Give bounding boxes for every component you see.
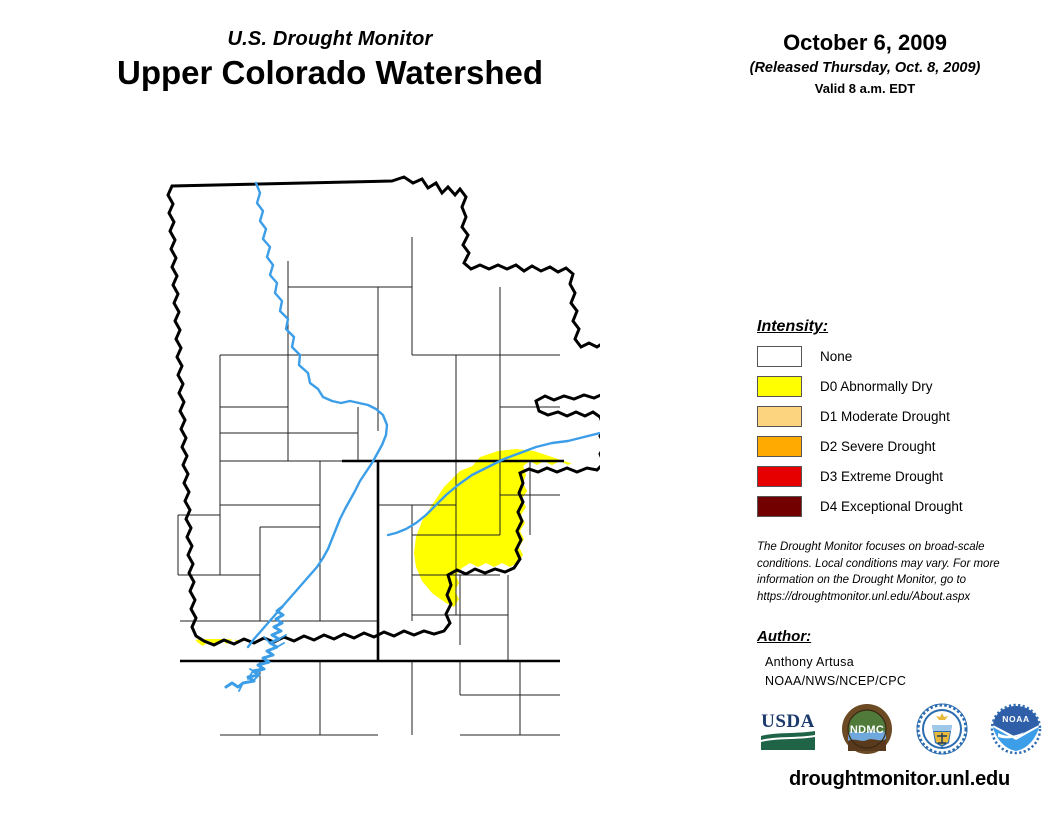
author-block: Author: Anthony Artusa NOAA/NWS/NCEP/CPC — [757, 628, 1027, 691]
d1-region-south — [200, 765, 460, 805]
author-name: Anthony Artusa — [765, 655, 854, 669]
disclaimer-text: The Drought Monitor focuses on broad-sca… — [757, 541, 1000, 604]
d1-region-main — [160, 707, 580, 805]
colorado-river — [224, 181, 600, 692]
program-title: U.S. Drought Monitor — [227, 28, 433, 50]
legend-heading: Intensity: — [757, 318, 829, 335]
legend-swatch-d1 — [757, 406, 802, 427]
legend-label-d3: D3 Extreme Drought — [820, 468, 944, 484]
svg-text:USDA: USDA — [761, 711, 815, 732]
legend-item-d0[interactable]: D0 Abnormally Dry — [757, 374, 1047, 399]
legend-swatch-d4 — [757, 496, 802, 517]
d0-region-main — [164, 645, 599, 646]
watershed-outline — [166, 175, 600, 647]
legend-swatch-none — [757, 346, 802, 367]
d0-region-west-lobe — [164, 639, 330, 646]
drought-map[interactable] — [160, 175, 600, 805]
valid-time: Valid 8 a.m. EDT — [814, 81, 916, 97]
region-title: Upper Colorado Watershed — [117, 54, 543, 91]
legend-label-d1: D1 Moderate Drought — [820, 408, 950, 424]
usda-logo[interactable]: USDA — [757, 706, 819, 752]
state-boundaries — [180, 459, 564, 663]
legend-swatch-d0 — [757, 376, 802, 397]
legend-item-d4[interactable]: D4 Exceptional Drought — [757, 494, 1047, 519]
author-heading: Author: — [757, 628, 812, 645]
county-boundaries — [177, 237, 560, 736]
noaa-commerce-seal[interactable] — [916, 703, 968, 755]
released-date: (Released Thursday, Oct. 8, 2009) — [749, 60, 981, 77]
legend-item-none[interactable]: None — [757, 344, 1047, 369]
legend-label-none: None — [820, 348, 853, 364]
legend-item-d2[interactable]: D2 Severe Drought — [757, 434, 1047, 459]
legend-swatch-d3 — [757, 466, 802, 487]
page-title-block: U.S. Drought Monitor Upper Colorado Wate… — [0, 28, 660, 93]
svg-text:NOAA: NOAA — [1002, 714, 1029, 724]
d0-region-south-tail — [438, 729, 548, 805]
legend-label-d2: D2 Severe Drought — [820, 438, 936, 454]
date-block: October 6, 2009 (Released Thursday, Oct.… — [700, 30, 1030, 98]
author-affiliation: NOAA/NWS/NCEP/CPC — [765, 673, 907, 688]
noaa-logo[interactable]: NOAA — [990, 703, 1042, 755]
valid-date: October 6, 2009 — [783, 30, 947, 55]
legend-item-d1[interactable]: D1 Moderate Drought — [757, 404, 1047, 429]
legend-item-d3[interactable]: D3 Extreme Drought — [757, 464, 1047, 489]
d0-region-upper-band — [164, 565, 599, 646]
legend: Intensity: None D0 Abnormally Dry D1 Mod… — [757, 318, 1047, 524]
site-url[interactable]: droughtmonitor.unl.edu — [788, 768, 1011, 790]
legend-swatch-d2 — [757, 436, 802, 457]
legend-label-d4: D4 Exceptional Drought — [820, 498, 963, 514]
svg-text:NDMC: NDMC — [850, 724, 884, 736]
agency-logo-strip: USDA NDMC NOAA — [757, 700, 1042, 758]
ndmc-logo[interactable]: NDMC — [841, 703, 893, 755]
legend-label-d0: D0 Abnormally Dry — [820, 378, 933, 394]
